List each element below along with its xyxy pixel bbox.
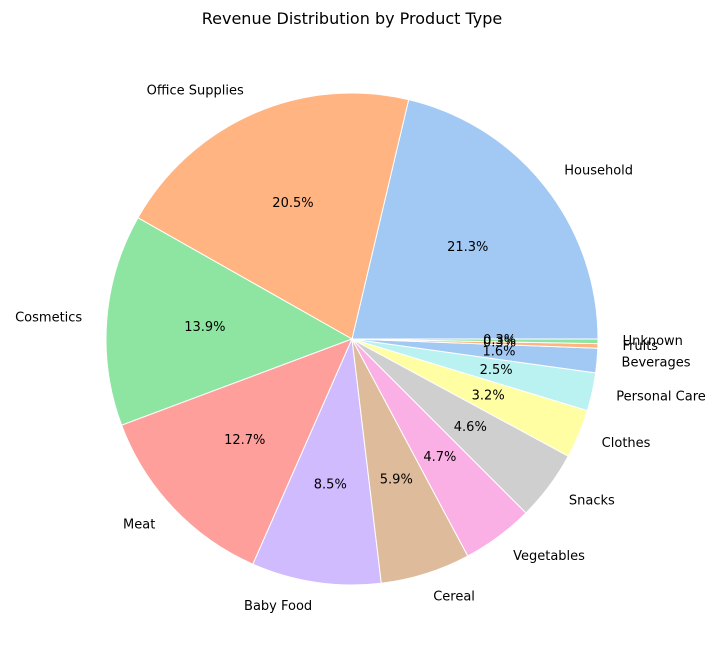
category-label-snacks: Snacks [569, 493, 615, 508]
percent-label-household: 21.3% [447, 240, 488, 255]
category-label-household: Household [564, 164, 633, 179]
pie-slices [105, 92, 599, 586]
pie-slice-cosmetics [105, 217, 354, 426]
category-label-beverages: Beverages [622, 355, 691, 370]
percent-label-clothes: 3.2% [472, 388, 505, 403]
pie-slice-unknown [351, 338, 599, 345]
category-label-baby-food: Baby Food [244, 599, 312, 614]
pie-slice-household [351, 99, 599, 340]
percent-label-fruits: 0.3% [483, 336, 516, 351]
percent-label-beverages: 1.6% [483, 344, 516, 359]
chart-title: Revenue Distribution by Product Type [202, 9, 503, 28]
percent-label-personal-care: 2.5% [480, 363, 513, 378]
pie-category-labels: Household Office Supplies Cosmetics Meat Bab… [15, 83, 706, 614]
pie-slice-baby-food [252, 337, 382, 586]
percent-label-baby-food: 8.5% [314, 477, 347, 492]
pie-slice-office-supplies [137, 92, 410, 340]
percent-label-vegetables: 4.7% [423, 450, 456, 465]
pie-percent-labels: 21.3% 20.5% 13.9% 12.7% 8.5% 5.9% 4.7% 4.6% 3.2%… [184, 196, 516, 492]
percent-label-snacks: 4.6% [454, 420, 487, 435]
category-label-clothes: Clothes [602, 436, 651, 451]
percent-label-meat: 12.7% [224, 433, 265, 448]
percent-label-cosmetics: 13.9% [184, 320, 225, 335]
category-label-unknown: Unknown [623, 334, 683, 349]
category-label-meat: Meat [123, 517, 155, 532]
category-label-fruits: Fruits [622, 339, 658, 354]
percent-label-cereal: 5.9% [380, 472, 413, 487]
category-label-cereal: Cereal [433, 590, 475, 605]
percent-label-office-supplies: 20.5% [272, 196, 313, 211]
pie-slice-meat [120, 338, 353, 565]
category-label-office-supplies: Office Supplies [147, 83, 244, 98]
category-label-vegetables: Vegetables [513, 549, 585, 564]
category-label-cosmetics: Cosmetics [15, 310, 82, 325]
percent-label-unknown: 0.3% [483, 333, 516, 348]
category-label-personal-care: Personal Care [616, 390, 706, 405]
